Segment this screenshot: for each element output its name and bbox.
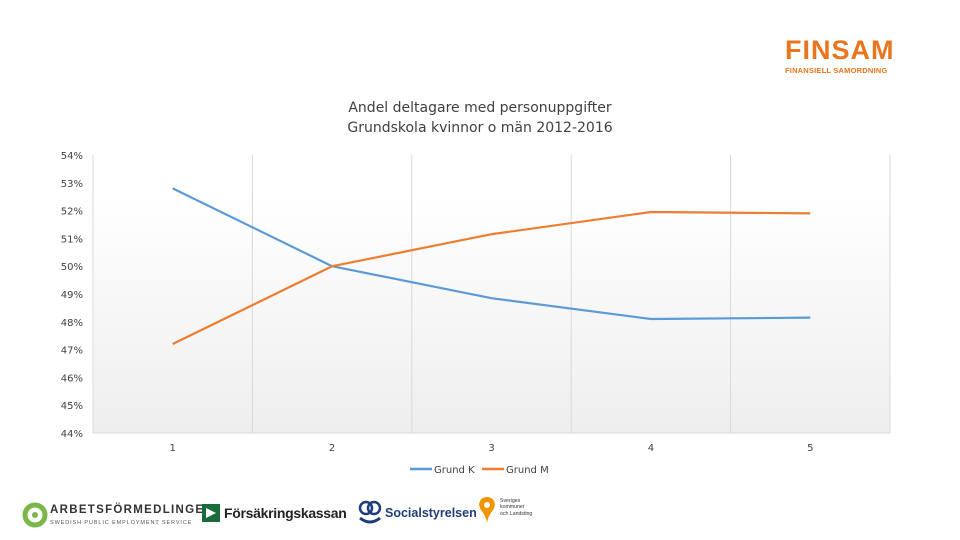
plot-area [93, 195, 890, 433]
forsakringskassan-logo: Försäkringskassan [202, 502, 352, 528]
x-tick-label: 5 [807, 443, 813, 454]
socialstyrelsen-emblem-icon [358, 500, 382, 524]
y-tick-label: 51% [61, 234, 83, 245]
x-tick-label: 2 [329, 443, 335, 454]
x-tick-label: 4 [648, 443, 654, 454]
y-tick-label: 47% [61, 346, 83, 357]
skl-name: Sveriges kommuner och Landsting [500, 498, 533, 517]
arbetsformedlingen-logo: ARBETSFÖRMEDLINGEN SWEDISH PUBLIC EMPLOY… [22, 500, 213, 530]
forsakringskassan-name: Försäkringskassan [224, 505, 347, 521]
chart-title: Andel deltagare med personuppgifter Grun… [280, 98, 680, 138]
x-axis-ticks: 1 2 3 4 5 [170, 443, 814, 454]
finsam-logo-tagline: FINANSIELL SAMORDNING [785, 66, 888, 75]
y-tick-label: 52% [61, 207, 83, 218]
series-line-grund-k [172, 187, 811, 321]
finsam-logo: FINSAM FINANSIELL SAMORDNING [785, 36, 905, 75]
legend-label: Grund K [434, 465, 475, 476]
x-tick-label: 3 [488, 443, 494, 454]
legend: Grund K Grund M [410, 465, 549, 476]
x-tick-label: 1 [170, 443, 176, 454]
series-lines [172, 187, 811, 346]
y-axis-ticks: 54% 53% 52% 51% 50% 49% 48% 47% 46% 45% 44% [61, 151, 83, 440]
skl-logo: Sveriges kommuner och Landsting [476, 495, 546, 530]
arbetsformedlingen-subtitle: SWEDISH PUBLIC EMPLOYMENT SERVICE [50, 520, 193, 526]
skl-emblem-icon [479, 497, 495, 523]
y-tick-label: 50% [61, 262, 83, 273]
forsakringskassan-emblem-icon [202, 504, 220, 522]
finsam-logo-name: FINSAM [785, 35, 895, 65]
y-tick-label: 53% [61, 179, 83, 190]
y-tick-label: 44% [61, 429, 83, 440]
chart-title-line-2: Grundskola kvinnor o män 2012-2016 [347, 120, 613, 136]
footer-logos: ARBETSFÖRMEDLINGEN SWEDISH PUBLIC EMPLOY… [0, 490, 960, 535]
y-tick-label: 49% [61, 290, 83, 301]
series-line-grund-m [172, 210, 811, 346]
socialstyrelsen-name: Socialstyrelsen [385, 506, 477, 520]
gridlines [92, 155, 891, 434]
y-tick-label: 46% [61, 373, 83, 384]
legend-label: Grund M [506, 465, 549, 476]
arbetsformedlingen-name: ARBETSFÖRMEDLINGEN [50, 504, 214, 516]
socialstyrelsen-logo: Socialstyrelsen [357, 498, 477, 528]
y-tick-label: 48% [61, 318, 83, 329]
y-tick-label: 45% [61, 401, 83, 412]
chart-title-line-1: Andel deltagare med personuppgifter [348, 100, 612, 116]
y-tick-label: 54% [61, 151, 83, 162]
arbetsformedlingen-emblem-icon [22, 502, 48, 528]
